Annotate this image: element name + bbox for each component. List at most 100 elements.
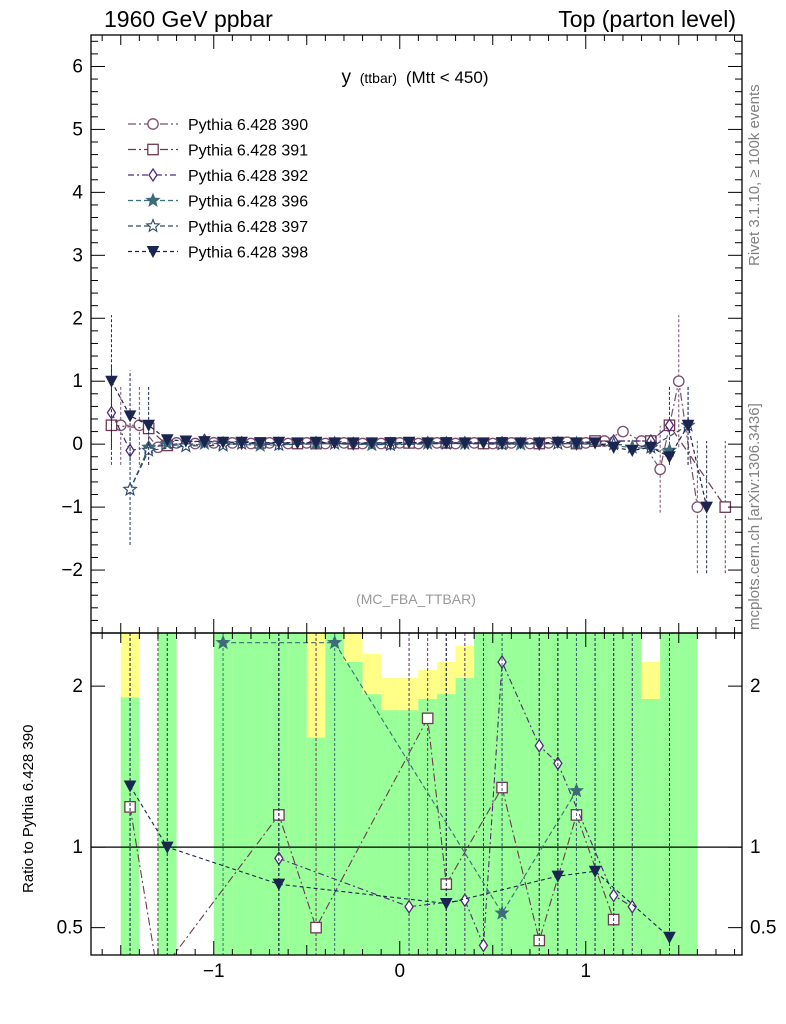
ratio-tick-label: 0.5 [57, 918, 83, 939]
ratio-tick-label: 2 [72, 676, 83, 697]
ratio-point [551, 870, 565, 883]
mcplots-label: mcplots.cern.ch [arXiv:1306.3436] [746, 403, 763, 630]
data-point [644, 441, 658, 454]
ratio-point [160, 841, 174, 854]
title-sub: (ttbar) [360, 70, 397, 86]
ratio-tick-label: 2 [750, 676, 761, 697]
ratio-point [327, 634, 343, 650]
legend-marker [145, 192, 161, 208]
data-point [179, 435, 193, 448]
ratio-band-green [399, 710, 419, 955]
ratio-series-group [91, 633, 742, 981]
data-point [607, 441, 620, 454]
data-point [291, 437, 304, 450]
ratio-band-green [362, 694, 382, 955]
titles-group: y (ttbar) (Mtt < 450) (MC_FBA_TTBAR) [342, 67, 489, 607]
data-point [700, 501, 713, 514]
ratio-point [215, 634, 231, 650]
ratio-point [123, 780, 137, 793]
y-tick-label: 3 [72, 245, 83, 266]
ratio-band-green [306, 737, 326, 955]
data-point [216, 436, 230, 449]
ratio-tick-label: 0.5 [750, 918, 776, 939]
ratio-band-green [343, 661, 363, 955]
data-point [235, 436, 248, 449]
axes-group: −2 −1 0 1 2 3 4 5 6 0.5 0.5 1 1 2 2 −1 0 1 [57, 35, 776, 982]
ratio-band-green [232, 633, 251, 955]
legend-label: Pythia 6.428 396 [188, 194, 308, 211]
ratio-point [478, 938, 489, 953]
data-point [272, 436, 286, 449]
data-point [365, 437, 379, 450]
ratio-point [497, 654, 507, 670]
header-left: 1960 GeV ppbar [104, 6, 273, 32]
ratio-point [421, 712, 434, 725]
legend-marker [145, 217, 161, 233]
title-main: y [342, 67, 352, 88]
data-point [625, 444, 639, 458]
legend-label: Pythia 6.428 390 [188, 117, 308, 134]
data-point [328, 437, 341, 450]
data-point [514, 437, 527, 450]
ratio-band-green [250, 633, 270, 955]
header-right: Top (parton level) [558, 6, 736, 32]
data-point [532, 437, 546, 450]
data-point [551, 436, 565, 449]
ratio-frame [90, 632, 743, 956]
legend-marker [147, 118, 159, 130]
ratio-tick-label: 1 [72, 837, 83, 858]
y-tick-label: −2 [61, 560, 83, 581]
data-point [384, 437, 397, 450]
ratio-point [310, 921, 322, 934]
data-point [617, 425, 629, 438]
title-tail: (Mtt < 450) [406, 68, 489, 87]
analysis-label: (MC_FBA_TTBAR) [356, 591, 476, 607]
data-point [458, 437, 472, 450]
series-line [129, 424, 689, 490]
ratio-point [534, 738, 545, 753]
ratio-point [496, 781, 508, 794]
plot-title: y (ttbar) (Mtt < 450) [342, 67, 489, 88]
data-point [142, 419, 155, 432]
data-point [495, 437, 509, 450]
data-point [346, 437, 360, 450]
plot-frames [90, 34, 743, 956]
ratio-band-green [418, 699, 437, 955]
data-point [123, 410, 137, 423]
ratio-point [272, 878, 286, 891]
y-tick-label: −1 [61, 497, 83, 518]
data-point [588, 437, 602, 450]
ratio-band-green [641, 699, 661, 955]
y-tick-label: 6 [72, 56, 83, 77]
y-tick-label: 4 [72, 182, 83, 203]
y-tick-label: 1 [72, 371, 83, 392]
ratio-band-green [511, 633, 530, 955]
data-point [106, 405, 117, 420]
ratio-point [663, 931, 676, 944]
legend-marker [147, 143, 159, 156]
ratio-point [404, 899, 414, 914]
y-tick-label: 5 [72, 119, 83, 140]
ratio-point [439, 897, 453, 911]
ratio-point [588, 865, 602, 878]
legend-label: Pythia 6.428 392 [188, 168, 308, 185]
x-tick-label: 1 [580, 961, 591, 982]
data-point [681, 419, 695, 432]
ratio-series-line [129, 716, 615, 955]
data-point [122, 481, 138, 496]
main-series-group [105, 315, 732, 574]
data-point [105, 375, 118, 388]
legend-marker [146, 246, 160, 259]
x-tick-label: −1 [203, 961, 225, 982]
data-point [691, 501, 704, 513]
ratio-point [494, 905, 510, 920]
data-point [477, 437, 490, 450]
legend-marker [148, 167, 158, 183]
ratio-ylabel: Ratio to Pythia 6.428 390 [20, 724, 37, 893]
ratio-point [627, 899, 638, 914]
y-tick-label: 0 [72, 434, 83, 455]
data-point [402, 436, 416, 449]
data-point [663, 451, 676, 464]
legend-label: Pythia 6.428 391 [188, 143, 308, 160]
ratio-point [153, 971, 163, 981]
